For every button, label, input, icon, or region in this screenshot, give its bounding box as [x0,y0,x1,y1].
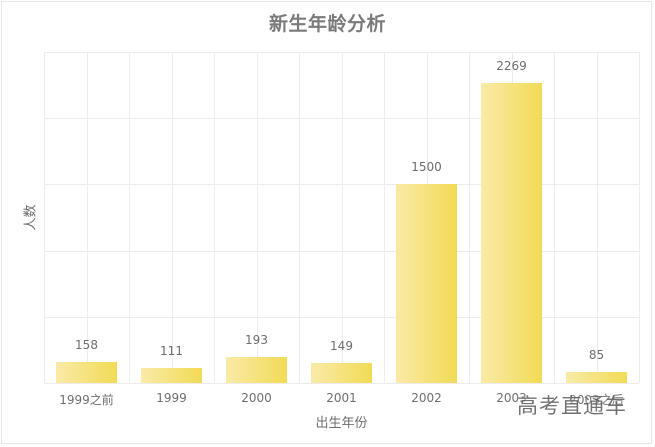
gridline-vertical [44,52,45,383]
data-label: 193 [245,333,268,348]
data-label: 1500 [411,160,442,175]
x-tick-label: 2003 [496,391,527,405]
bar-1999之前[interactable] [56,362,117,383]
data-label: 2269 [496,58,527,73]
bar-2002[interactable] [396,184,457,383]
data-label: 149 [330,339,353,354]
gridline-vertical [129,52,130,383]
gridline-vertical [171,52,173,383]
gridline-vertical [299,52,300,383]
bar-1999[interactable] [141,368,202,383]
gridline-vertical [554,52,555,383]
bar-2003[interactable] [481,82,542,383]
data-label: 158 [75,338,98,353]
bar-2000[interactable] [226,357,287,383]
x-tick-label: 2002 [411,391,442,405]
gridline-horizontal [44,383,639,384]
x-tick-label: 2003之后 [569,393,624,407]
watermark: 高考直通车 [517,394,627,418]
plot-area: 158 111 193 149 1500 2269 85 [44,52,640,384]
gridline-vertical [596,52,598,383]
bar-2001[interactable] [311,363,372,383]
gridline-vertical [469,52,470,383]
x-axis-title: 出生年份 [315,416,368,431]
x-tick-label: 2001 [326,391,357,405]
data-label: 111 [160,344,183,359]
data-label: 85 [588,347,605,362]
gridline-vertical [639,52,640,383]
x-tick-label: 1999之前 [59,393,114,407]
gridline-vertical [341,52,343,383]
chart-title: 新生年龄分析 [268,13,386,35]
y-axis-title: 人数 [23,204,39,231]
gridline-vertical [256,52,258,383]
x-tick-label: 1999 [156,391,187,405]
gridline-vertical [384,52,385,383]
bar-2003之后[interactable] [566,371,627,383]
x-tick-label: 2000 [241,391,272,405]
gridline-vertical [214,52,215,383]
gridline-vertical [86,52,88,383]
